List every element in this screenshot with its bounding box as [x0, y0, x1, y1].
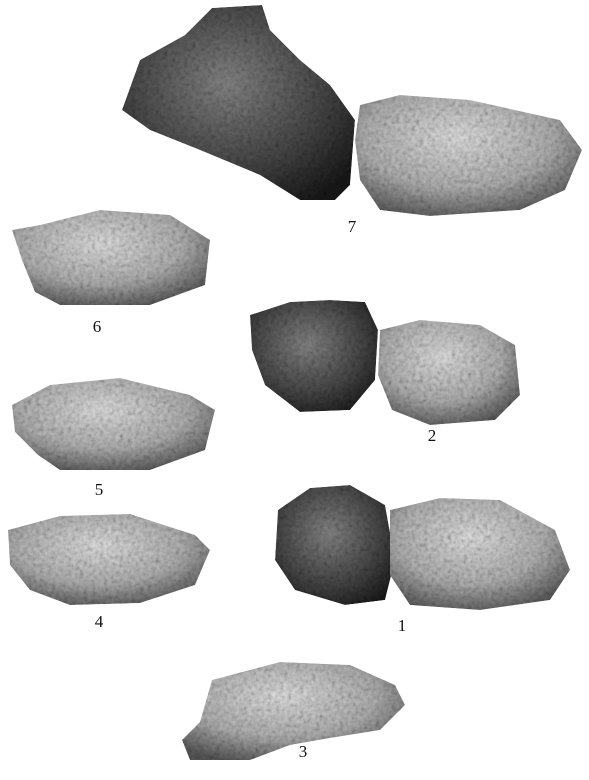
specimen-7 — [122, 5, 582, 216]
figure-label: 1 — [398, 616, 407, 635]
figure-label: 4 — [95, 612, 104, 631]
figure-label: 5 — [95, 480, 104, 499]
specimen-2 — [250, 300, 520, 425]
specimen-4 — [8, 514, 210, 605]
figure-label: 6 — [93, 317, 102, 336]
figure-label: 2 — [428, 426, 437, 445]
specimen-3 — [182, 662, 405, 760]
specimen-6 — [12, 210, 210, 305]
specimen-5 — [12, 378, 215, 470]
specimen-1 — [275, 485, 570, 610]
figure-label: 3 — [299, 742, 308, 761]
figure-label: 7 — [348, 217, 357, 236]
